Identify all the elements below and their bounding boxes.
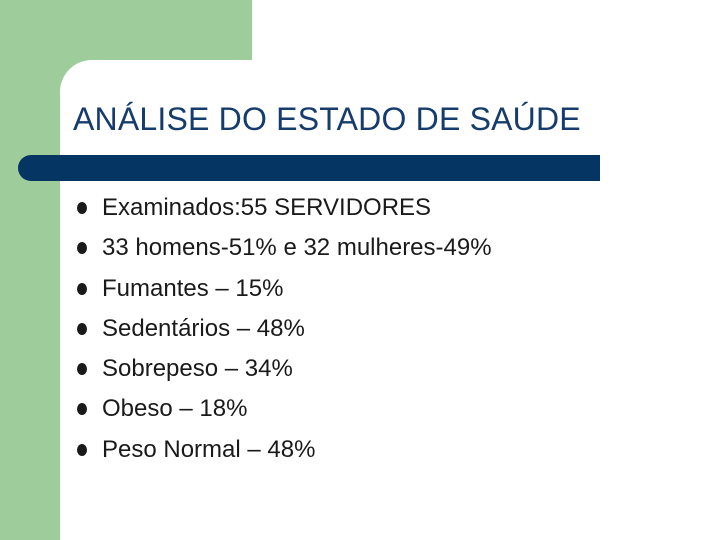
bullet-icon bbox=[77, 363, 87, 376]
content-panel bbox=[60, 60, 720, 540]
bullet-text: Obeso – 18% bbox=[102, 395, 248, 423]
bullet-icon bbox=[77, 403, 87, 416]
bullet-icon bbox=[77, 322, 87, 335]
bullet-text: 33 homens-51% e 32 mulheres-49% bbox=[102, 234, 492, 262]
green-side-strip bbox=[0, 0, 60, 540]
bullet-text: Fumantes – 15% bbox=[102, 274, 284, 302]
bullet-icon bbox=[77, 443, 87, 456]
bullet-text: Examinados:55 SERVIDORES bbox=[102, 194, 432, 221]
bullet-text: Sedentários – 48% bbox=[102, 314, 305, 342]
bullet-text: Peso Normal – 48% bbox=[102, 435, 316, 463]
slide-title: ANÁLISE DO ESTADO DE SAÚDE bbox=[73, 101, 581, 137]
bullet-icon bbox=[77, 202, 87, 214]
title-divider-bar bbox=[18, 155, 600, 181]
bullet-icon bbox=[77, 242, 87, 255]
bullet-icon bbox=[77, 282, 87, 295]
bullet-text: Sobrepeso – 34% bbox=[102, 355, 293, 383]
